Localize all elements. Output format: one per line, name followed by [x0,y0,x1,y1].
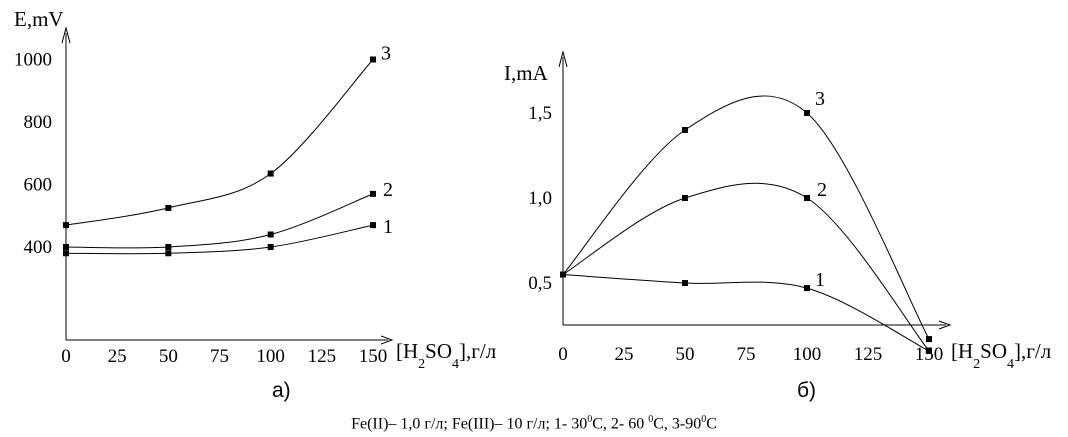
chart-a-y-tick-label: 600 [24,175,53,196]
chart-b-series-3-point [804,110,810,116]
chart-a-y-tick-label: 400 [24,237,53,258]
chart-a-y-tick-label: 1000 [14,50,52,71]
chart-a-x-tick-label: 125 [308,346,337,367]
chart-a-series-3-point [370,56,376,63]
chart-a-y-tick-label: 800 [24,112,53,133]
chart-a-series-2-point [267,231,274,238]
chart-b-series-1-point [682,280,688,286]
chart-b-x-tick-label: 0 [558,344,568,365]
chart-b-series-2-point [682,195,688,201]
chart-b-series-3-line [562,95,930,340]
chart-a-panel-label: а) [272,379,291,402]
chart-b-y-tick-label: 1,5 [528,103,552,124]
chart-a-x-tick-label: 0 [61,346,71,367]
chart-a-series-2-label: 2 [383,179,393,201]
chart-b-y-axis-label: I,mA [504,61,549,85]
chart-b-x-tick-label: 75 [737,344,756,365]
chart-b-series-1-label: 1 [815,269,825,291]
chart-b-x-axis-arrow [938,320,952,330]
chart-b-y-tick-label: 0,5 [528,273,552,294]
chart-a-series-2-point [165,244,172,250]
chart-a-series-1-point [267,244,274,250]
chart-b-x-tick-label: 125 [854,344,883,365]
chart-a-x-axis-arrow [380,335,394,345]
chart-a-series-2-point [63,244,69,250]
chart-a: E,mV [H2SO4],г/л а) 400 600 800 1000 0 25 50 75… [14,7,496,402]
chart-a-series-3-line [65,59,374,226]
chart-a-series-1-point [370,222,376,229]
chart-a-series-3-point [267,170,274,177]
chart-b-series-2-point [804,195,810,201]
chart-a-series-2-point [370,190,376,197]
chart-b-series-1-point [804,285,810,292]
chart-b-series-2-point [926,348,932,354]
chart-b-panel-label: б) [797,379,816,402]
chart-b-x-axis-label: [H2SO4],г/л [951,339,1051,372]
chart-b-x-tick-label: 150 [915,344,944,365]
chart-a-series-3-label: 3 [381,43,391,65]
chart-b-series-2-line [562,182,930,352]
chart-b-series-3-point [926,336,932,343]
chart-b-x-tick-label: 100 [793,344,822,365]
chart-a-series-1-point [63,250,69,257]
chart-a-x-tick-label: 50 [159,346,178,367]
chart-b-x-tick-label: 25 [615,344,634,365]
chart-a-x-tick-label: 150 [359,346,388,367]
chart-a-y-axis-label: E,mV [14,7,64,31]
chart-a-series-1-label: 1 [383,216,393,238]
chart-a-series-1-point [165,250,172,257]
chart-a-x-tick-label: 25 [108,346,127,367]
chart-a-series-2-line [65,193,374,249]
chart-b-series-3-label: 3 [815,88,825,110]
chart-a-x-tick-label: 100 [256,346,285,367]
chart-b-series-2-label: 2 [817,179,827,201]
chart-b-series-3-point [682,127,688,133]
chart-b-y-tick-label: 1,0 [528,188,552,209]
chart-a-series-3-point [63,222,69,229]
chart-a-y-axis-arrow [61,26,71,44]
chart-a-series-3-point [165,204,172,211]
chart-b: I,mA [H2SO4],г/л б) 0,5 1,0 1,5 0 25 50 75 100 1… [504,50,1051,402]
chart-a-series-1-line [65,224,374,255]
chart-a-x-tick-label: 75 [210,346,229,367]
figure-caption: Fe(II)– 1,0 г/л; Fe(III)– 10 г/л; 1- 300… [351,414,717,433]
chart-b-series-3-point [560,271,566,278]
chart-b-x-tick-label: 50 [676,344,695,365]
chart-a-x-axis-label: [H2SO4],г/л [396,339,496,372]
chart-b-series-1-line [562,274,930,352]
chart-b-y-axis-arrow [558,50,568,68]
